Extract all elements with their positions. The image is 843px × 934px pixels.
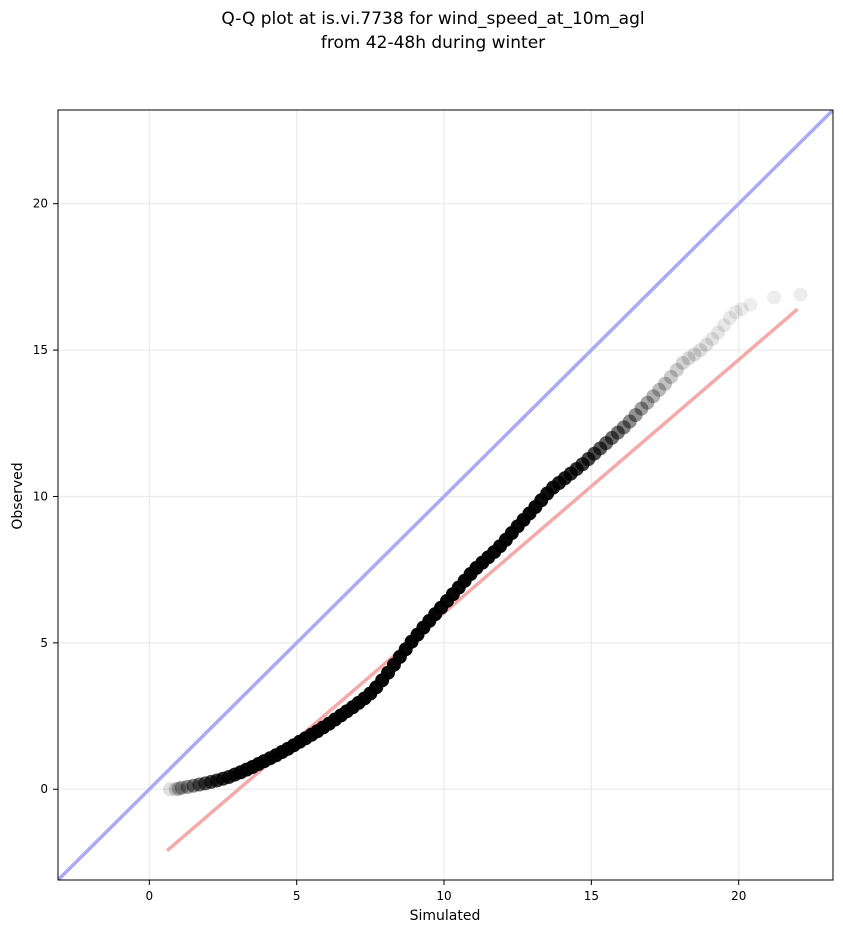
y-tick-label: 10 (33, 489, 48, 503)
quantile-point (669, 362, 684, 377)
quantile-point (728, 305, 743, 320)
quantile-point (699, 337, 714, 352)
x-tick-label: 0 (146, 889, 154, 903)
y-tick-label: 0 (40, 782, 48, 796)
quantile-point (171, 781, 186, 796)
y-tick-label: 15 (33, 343, 48, 357)
y-ticks: 0 5 10 15 20 (33, 197, 58, 796)
quantile-point (767, 290, 782, 305)
quantile-point (174, 780, 189, 795)
x-ticks: 0 5 10 15 20 (146, 880, 746, 903)
quantile-point (628, 408, 643, 423)
quantile-point (663, 370, 678, 385)
x-tick-label: 5 (293, 889, 301, 903)
quantile-point (622, 414, 637, 429)
x-tick-label: 15 (584, 889, 599, 903)
x-axis-label: Simulated (410, 908, 481, 924)
quantile-point (734, 302, 749, 317)
quantile-point (681, 351, 696, 366)
x-tick-label: 20 (731, 889, 746, 903)
y-tick-label: 5 (40, 636, 48, 650)
quantile-point (687, 347, 702, 362)
quantile-point (658, 376, 673, 391)
quantile-points (162, 287, 808, 797)
quantile-point (646, 389, 661, 404)
quantile-point (616, 420, 631, 435)
grid (58, 110, 833, 880)
quantile-point (793, 287, 808, 302)
chart-title-line-2: from 42-48h during winter (321, 33, 545, 53)
quantile-point (705, 331, 720, 346)
quantile-point (180, 779, 195, 794)
quantile-point (711, 325, 726, 340)
quantile-point (722, 310, 737, 325)
quantile-point (652, 382, 667, 397)
quantile-point (640, 395, 655, 410)
plot-frame (57, 109, 834, 881)
quantile-point (162, 782, 177, 797)
y-axis-label: Observed (10, 462, 26, 529)
quantile-point (675, 355, 690, 370)
quantile-point (634, 401, 649, 416)
y-tick-label: 20 (33, 197, 48, 211)
x-tick-label: 10 (436, 889, 451, 903)
quantile-point (168, 782, 183, 797)
chart-title-line-1: Q-Q plot at is.vi.7738 for wind_speed_at… (221, 9, 644, 29)
quantile-point (743, 297, 758, 312)
quantile-point (716, 318, 731, 333)
plot-area (58, 110, 833, 880)
quantile-point (693, 343, 708, 358)
identity-line (58, 110, 833, 880)
